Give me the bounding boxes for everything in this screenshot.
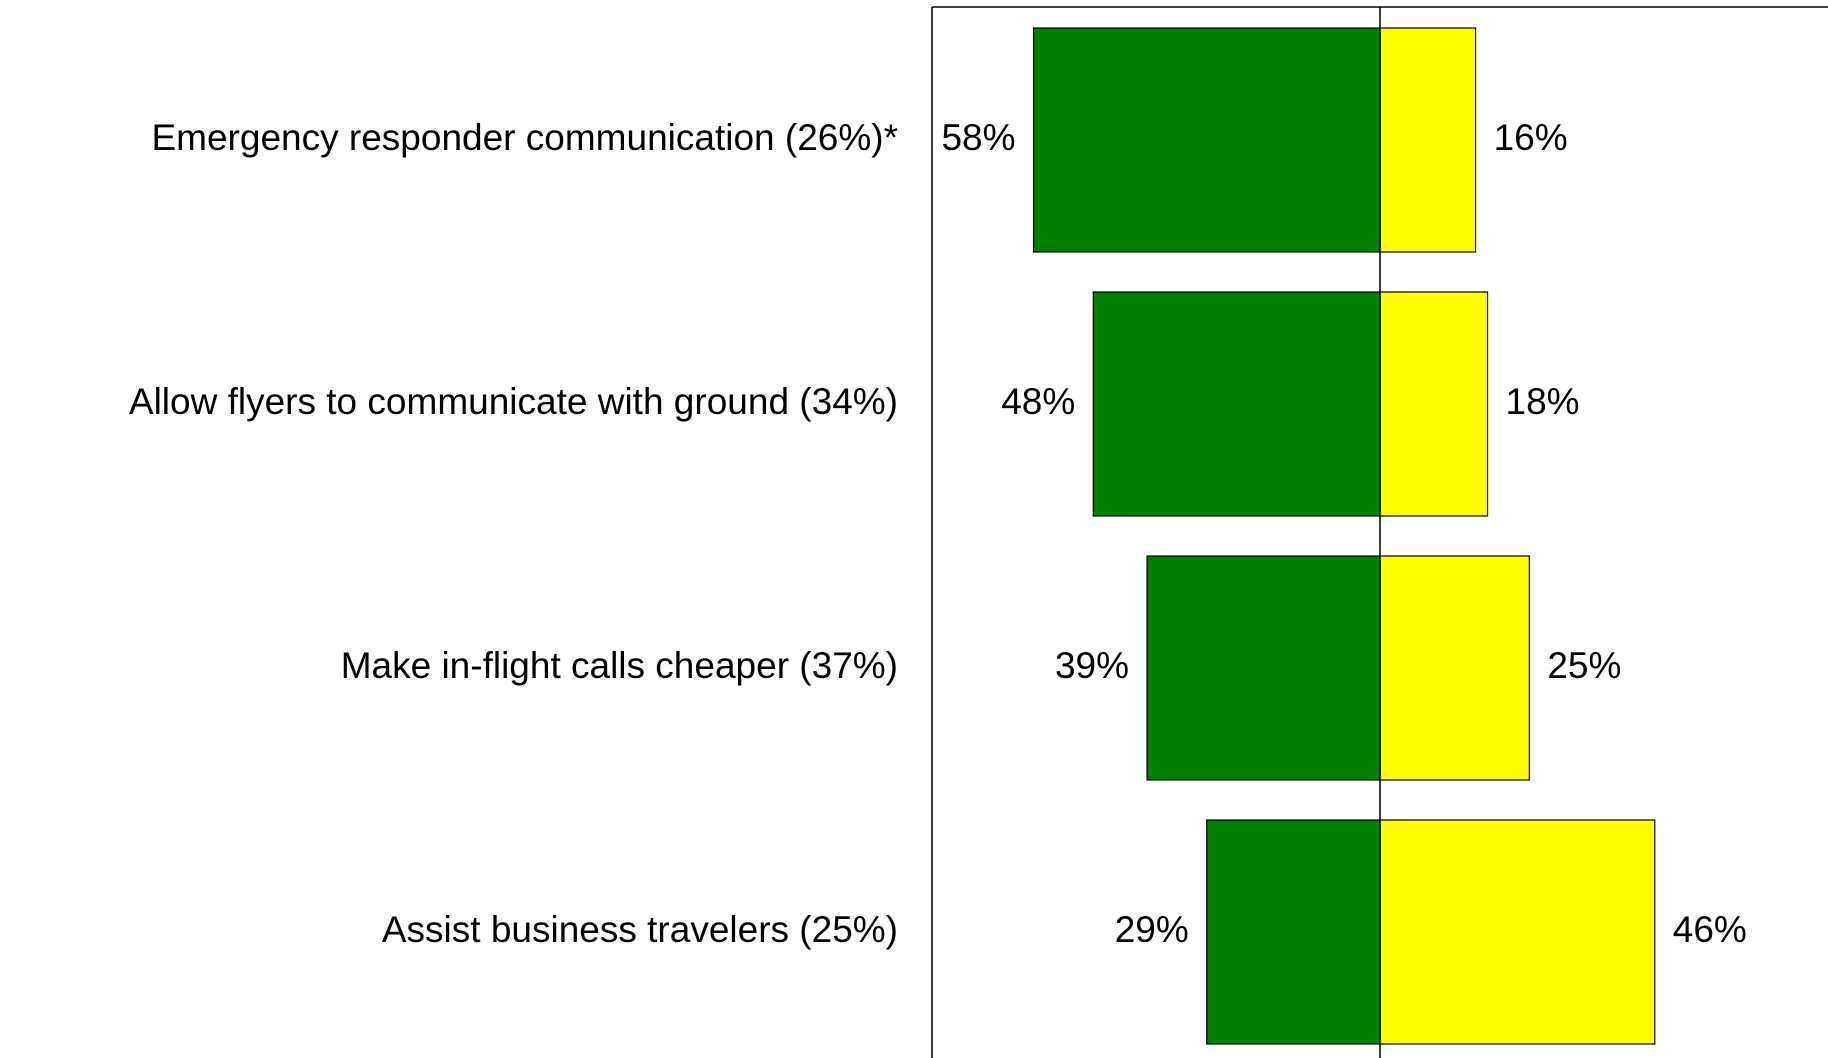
bar bbox=[1379, 291, 1489, 517]
value-label: 25% bbox=[1547, 645, 1621, 686]
category-label: Allow flyers to communicate with ground … bbox=[129, 381, 898, 422]
bar bbox=[1379, 819, 1656, 1045]
value-label: 58% bbox=[941, 117, 1015, 158]
value-label: 16% bbox=[1494, 117, 1568, 158]
bar bbox=[1146, 555, 1381, 781]
bar bbox=[1379, 27, 1477, 253]
bar bbox=[1092, 291, 1381, 517]
value-label: 29% bbox=[1115, 909, 1189, 950]
category-label: Emergency responder communication (26%)* bbox=[151, 117, 898, 158]
bar bbox=[1206, 819, 1381, 1045]
value-label: 18% bbox=[1506, 381, 1580, 422]
value-label: 48% bbox=[1001, 381, 1075, 422]
category-label: Assist business travelers (25%) bbox=[382, 909, 898, 950]
bar bbox=[1032, 27, 1381, 253]
bar bbox=[1379, 555, 1530, 781]
value-label: 46% bbox=[1673, 909, 1747, 950]
category-label: Make in-flight calls cheaper (37%) bbox=[341, 645, 898, 686]
value-label: 39% bbox=[1055, 645, 1129, 686]
